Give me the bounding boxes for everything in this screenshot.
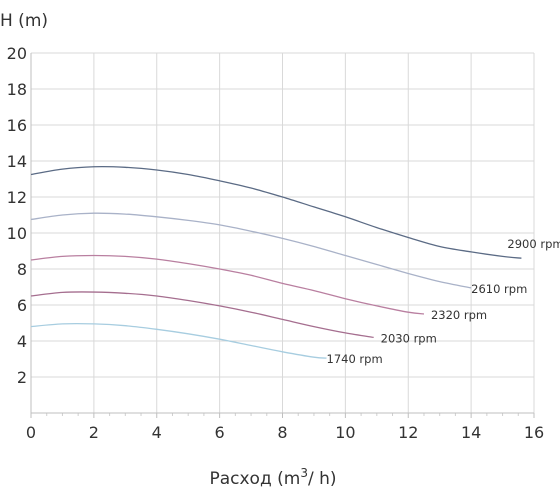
curve-label-2320-rpm: 2320 rpm — [431, 308, 487, 322]
y-tick-label: 10 — [7, 224, 27, 243]
curve-2030-rpm — [30, 291, 374, 339]
x-tick-label: 6 — [215, 423, 225, 442]
y-tick-label: 6 — [17, 296, 27, 315]
y-tick-label: 18 — [7, 80, 27, 99]
x-axis-title-main: Расход (m — [209, 469, 300, 489]
x-tick-label: 12 — [398, 423, 418, 442]
curve-2610-rpm — [30, 212, 472, 289]
y-tick-label: 20 — [7, 44, 27, 63]
curve-label-1740-rpm: 1740 rpm — [327, 352, 383, 366]
x-tick-label: 8 — [277, 423, 287, 442]
x-tick-label: 16 — [524, 423, 544, 442]
curve-label-2900-rpm: 2900 rpm — [507, 237, 560, 251]
curve-2900-rpm — [30, 165, 522, 259]
x-tick-label: 4 — [152, 423, 162, 442]
x-axis-title-tail: / h) — [308, 469, 337, 489]
y-axis-title: H (m) — [0, 11, 48, 31]
x-tick-label: 10 — [335, 423, 355, 442]
y-tick-label: 8 — [17, 260, 27, 279]
y-tick-label: 14 — [7, 152, 27, 171]
tick-labels: 0 2 4 6 8 10 12 14 16 2 4 6 8 10 12 14 16 18 20 — [7, 44, 545, 442]
x-tick-label: 2 — [89, 423, 99, 442]
grid — [31, 52, 535, 413]
y-tick-label: 16 — [7, 116, 27, 135]
x-tick-label: 14 — [461, 423, 481, 442]
x-tick-label: 0 — [26, 423, 36, 442]
curve-label-2030-rpm: 2030 rpm — [381, 331, 437, 345]
y-tick-label: 2 — [17, 368, 27, 387]
curve-2320-rpm — [30, 254, 425, 315]
y-tick-label: 12 — [7, 188, 27, 207]
y-tick-label: 4 — [17, 332, 27, 351]
x-axis-title-superscript: 3 — [300, 466, 308, 480]
curves — [30, 165, 522, 359]
axes — [30, 53, 535, 418]
curve-labels: 2900 rpm 2610 rpm 2320 rpm 2030 rpm 1740 rpm — [327, 237, 560, 366]
x-axis-title: Расход (m3/ h) — [209, 466, 336, 489]
curve-1740-rpm — [30, 322, 327, 359]
curve-label-2610-rpm: 2610 rpm — [471, 282, 527, 296]
